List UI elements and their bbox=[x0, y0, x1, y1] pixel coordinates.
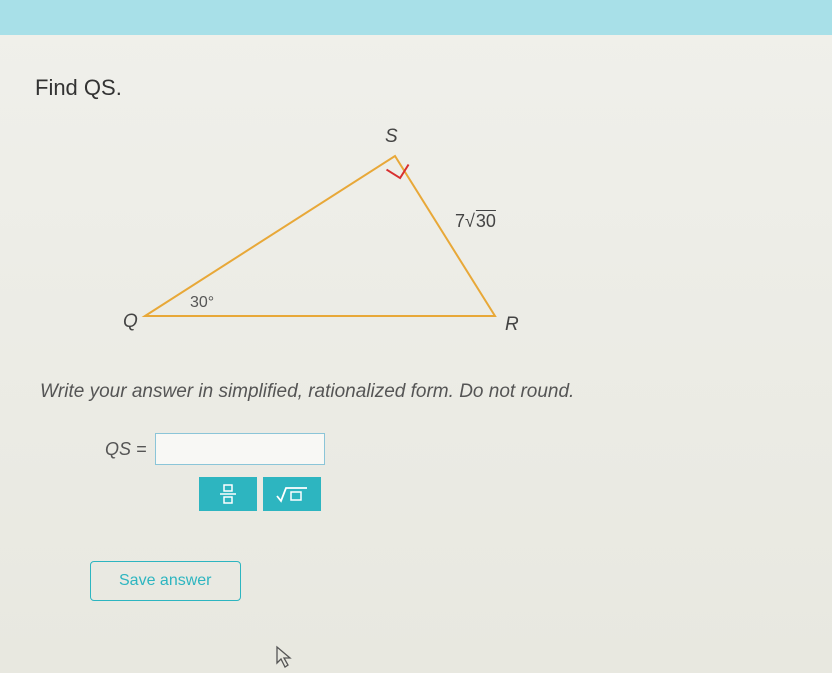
save-answer-button[interactable]: Save answer bbox=[90, 561, 241, 601]
vertex-s-label: S bbox=[385, 126, 398, 148]
top-bar bbox=[0, 0, 832, 35]
sqrt-icon bbox=[274, 484, 310, 504]
sqrt-tool-button[interactable] bbox=[263, 477, 321, 511]
side-radicand: 30 bbox=[475, 211, 496, 231]
vertex-q-label: Q bbox=[123, 311, 138, 333]
triangle-svg bbox=[115, 131, 615, 361]
answer-input[interactable] bbox=[155, 433, 325, 465]
side-coefficient: 7 bbox=[455, 211, 465, 231]
triangle-diagram: S Q R 30° 7√30 bbox=[115, 131, 615, 361]
question-title: Find QS. bbox=[35, 75, 797, 101]
angle-q-label: 30° bbox=[190, 294, 214, 312]
answer-label: QS = bbox=[105, 439, 147, 460]
fraction-icon bbox=[218, 483, 238, 505]
content-area: Find QS. S Q R 30° 7√30 Write your answe… bbox=[0, 35, 832, 641]
fraction-tool-button[interactable] bbox=[199, 477, 257, 511]
side-sr-label: 7√30 bbox=[455, 211, 496, 232]
instruction-text: Write your answer in simplified, rationa… bbox=[40, 381, 797, 403]
math-tool-buttons bbox=[199, 477, 797, 511]
answer-row: QS = bbox=[105, 433, 797, 465]
cursor-icon bbox=[275, 645, 295, 669]
vertex-r-label: R bbox=[505, 314, 519, 336]
